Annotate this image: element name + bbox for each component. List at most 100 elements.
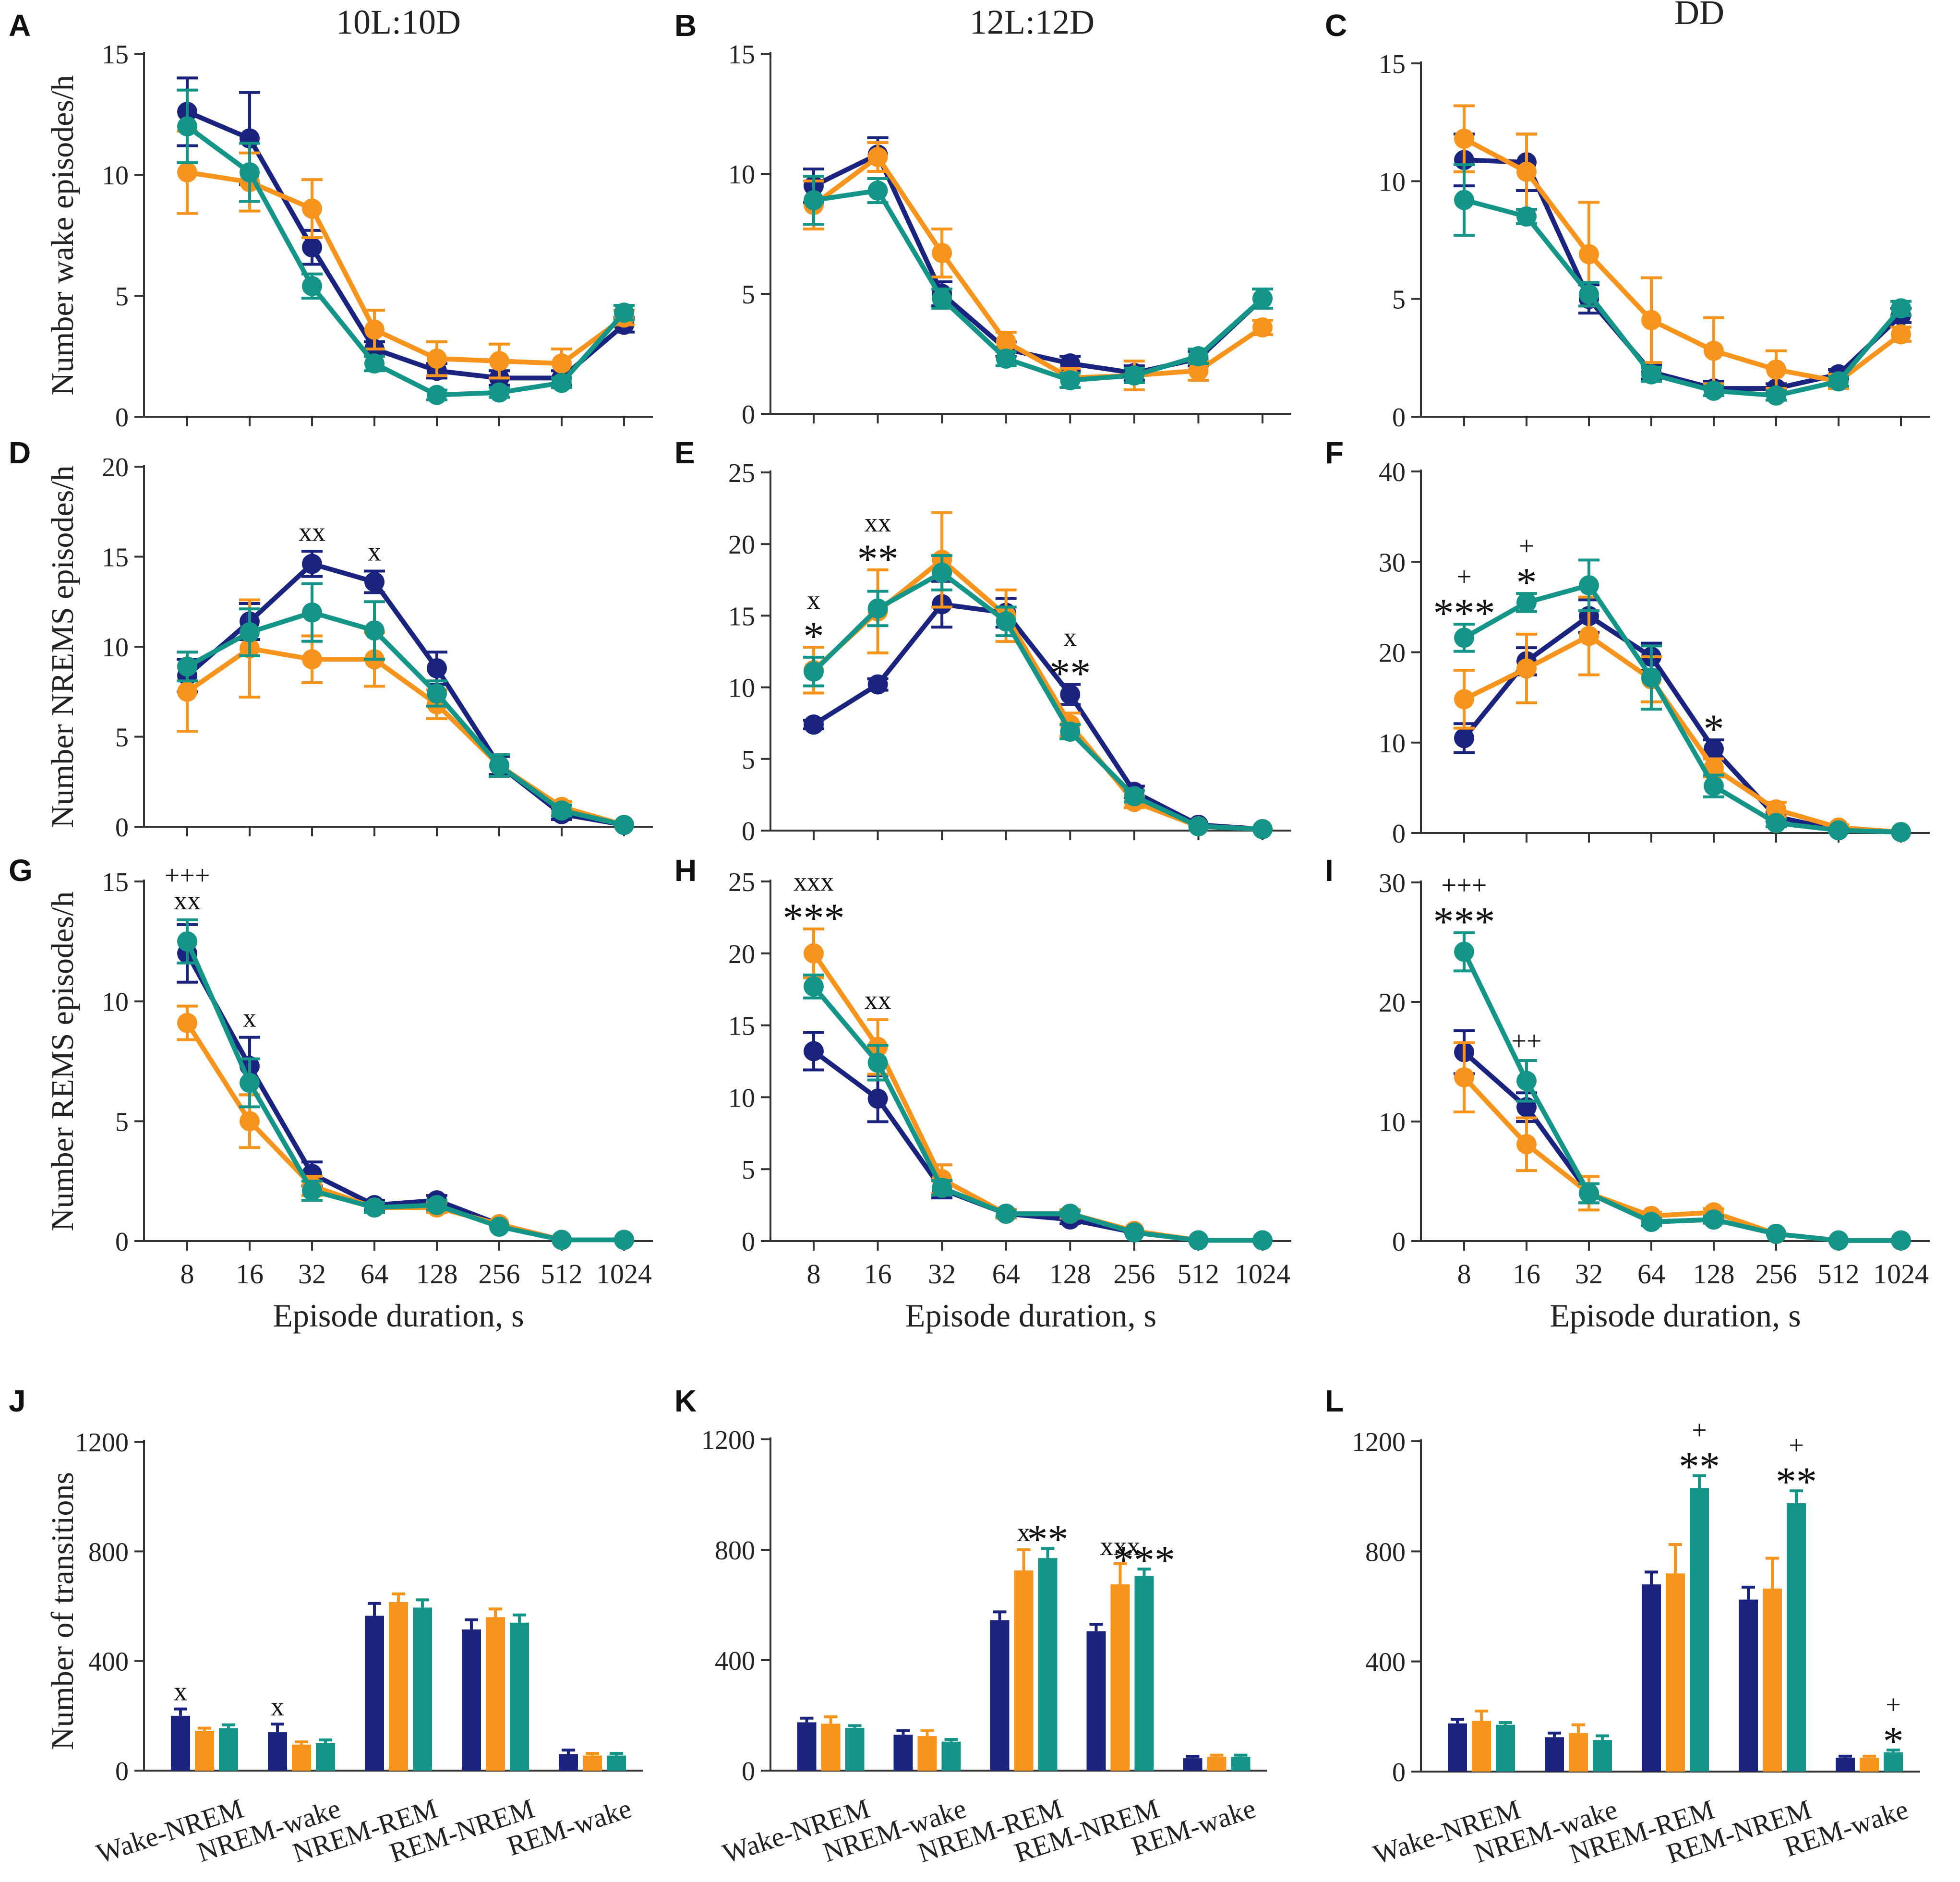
y-tick-label-k-2: 800 [715, 1536, 755, 1566]
data-point-d-2-0 [177, 681, 197, 702]
x-tick-label-h-7: 1024 [1235, 1258, 1290, 1290]
bar-significance-k-0-0: x [1017, 1518, 1031, 1547]
data-point-c-3-1 [1516, 206, 1537, 227]
y-tick-label-c-0: 0 [1392, 403, 1406, 433]
panel-g: 0 5 10 15 Number REMS episodes/h G 8 16 32 64 128 2… [9, 853, 653, 1334]
bar-j-1-4 [559, 1754, 578, 1771]
bar-k-2-1 [917, 1736, 937, 1771]
y-tick-label-b-3: 15 [728, 40, 755, 70]
x-tick-label-g-7: 1024 [596, 1258, 652, 1290]
bar-series-k-2 [821, 1548, 1227, 1771]
significance-i-0-1: *** [1433, 899, 1495, 945]
data-point-f-1-4 [1704, 738, 1724, 759]
panel-label-k: K [674, 1384, 697, 1418]
data-point-h-3-0 [804, 976, 824, 997]
significance-d-1-0: x [368, 537, 381, 567]
data-point-c-2-7 [1891, 324, 1911, 345]
bar-significance-l-2-1: * [1883, 1718, 1904, 1764]
data-point-c-3-4 [1704, 381, 1724, 401]
data-point-d-3-7 [614, 815, 634, 835]
data-point-f-3-2 [1579, 575, 1599, 596]
series-e-3 [803, 554, 1273, 840]
data-point-d-3-4 [427, 683, 447, 704]
y-tick-label-g-0: 0 [115, 1227, 129, 1257]
bar-k-1-3 [1086, 1631, 1106, 1771]
series-line-h-3 [812, 985, 1263, 1243]
significance-d-0-0: xx [299, 517, 325, 547]
y-tick-label-d-1: 5 [115, 723, 129, 753]
series-line-b-2 [812, 155, 1264, 380]
bar-l-2-0 [1472, 1720, 1491, 1772]
x-tick-label-g-2: 32 [298, 1258, 326, 1290]
panel-k: 04008001200KWake-NREMNREM-wakeNREM-REMRE… [674, 1384, 1267, 1869]
data-point-f-2-2 [1579, 626, 1599, 646]
y-tick-label-c-1: 5 [1392, 285, 1406, 315]
data-point-a-2-6 [552, 353, 572, 374]
y-tick-label-a-1: 5 [115, 282, 129, 312]
column-title-c: DD [1674, 0, 1724, 32]
bar-k-1-0 [797, 1722, 817, 1771]
series-line-f-3 [1463, 583, 1901, 835]
y-tick-label-i-3: 30 [1379, 869, 1406, 898]
x-tick-label-h-2: 32 [928, 1258, 956, 1290]
bar-l-2-1 [1569, 1733, 1588, 1772]
x-tick-label-g-5: 256 [479, 1258, 520, 1290]
panel-b: 0 5 10 15 B 12L:12D [674, 3, 1291, 430]
y-tick-label-f-2: 20 [1379, 639, 1406, 668]
data-point-g-3-3 [364, 1197, 385, 1218]
series-c-3 [1454, 163, 1912, 406]
data-point-d-3-6 [552, 800, 572, 821]
y-tick-label-j-3: 1200 [75, 1428, 129, 1458]
data-point-d-3-5 [489, 755, 509, 776]
panel-label-f: F [1325, 435, 1344, 470]
panel-i: 0 10 20 30 I 8 16 32 64 128 256 512 1024 Episode dura… [1325, 853, 1930, 1334]
y-tick-label-d-4: 20 [102, 453, 129, 483]
data-point-f-3-6 [1828, 820, 1849, 841]
y-tick-label-f-4: 40 [1379, 458, 1406, 487]
bar-k-2-3 [1110, 1584, 1130, 1771]
significance-i-1-0: ++ [1511, 1026, 1541, 1056]
data-point-h-3-4 [1060, 1204, 1081, 1224]
significance-f-1-1: * [1516, 559, 1537, 605]
bar-j-1-1 [268, 1732, 287, 1771]
data-point-a-3-1 [240, 162, 260, 182]
significance-e-1-0: xx [865, 508, 891, 538]
significance-g-0-0: +++ [165, 861, 210, 891]
data-point-f-3-4 [1704, 776, 1724, 796]
data-point-f-1-0 [1454, 728, 1474, 748]
bar-k-2-4 [1207, 1757, 1227, 1771]
bar-l-3-3 [1787, 1503, 1806, 1772]
bar-j-3-4 [607, 1755, 626, 1771]
data-point-i-3-6 [1828, 1230, 1849, 1251]
significance-h-0-1: *** [783, 895, 845, 941]
data-point-h-3-7 [1252, 1230, 1273, 1251]
data-point-i-2-1 [1516, 1134, 1537, 1155]
series-f-2 [1454, 595, 1911, 843]
data-point-a-3-6 [552, 373, 572, 393]
data-point-c-2-2 [1579, 244, 1599, 265]
x-tick-label-i-6: 512 [1818, 1258, 1860, 1290]
data-point-c-2-5 [1766, 359, 1786, 380]
bar-j-2-1 [292, 1744, 311, 1771]
bar-j-3-2 [413, 1607, 432, 1771]
data-point-e-3-1 [867, 598, 888, 619]
data-point-c-2-4 [1704, 340, 1724, 361]
data-point-c-3-5 [1766, 385, 1786, 406]
y-tick-label-f-0: 0 [1392, 819, 1406, 849]
series-line-c-1 [1464, 157, 1903, 391]
panel-label-j: J [9, 1384, 26, 1418]
data-point-f-3-1 [1516, 592, 1537, 613]
bar-significance-j-0-0: x [174, 1677, 187, 1707]
x-tick-label-g-1: 16 [236, 1258, 264, 1290]
y-tick-label-i-2: 20 [1379, 988, 1406, 1018]
bar-series-l-2 [1472, 1543, 1879, 1772]
x-tick-label-h-4: 128 [1049, 1258, 1091, 1290]
x-tick-label-h-5: 256 [1113, 1258, 1155, 1290]
data-point-c-3-3 [1641, 364, 1661, 385]
bar-significance-l-0-1: ** [1679, 1444, 1720, 1490]
data-point-a-2-5 [489, 351, 509, 372]
significance-e-2-1: ** [1049, 651, 1091, 697]
x-tick-label-i-1: 16 [1513, 1258, 1540, 1290]
bar-k-3-1 [941, 1741, 961, 1771]
data-point-c-2-3 [1641, 310, 1661, 330]
